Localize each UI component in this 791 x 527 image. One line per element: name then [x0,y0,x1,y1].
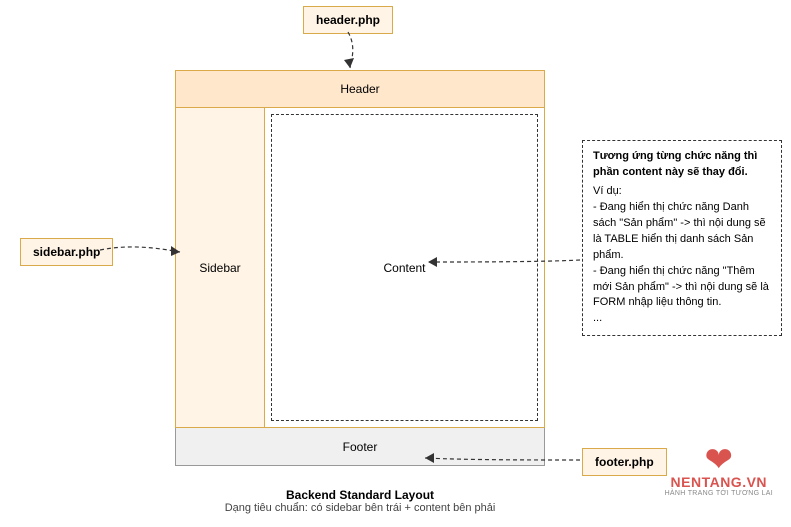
layout-footer-region: Footer [175,428,545,466]
layout-header-label: Header [340,82,379,96]
watermark-logo: ❤ NENTANG.VN HÀNH TRANG TỚI TƯƠNG LAI [665,443,773,497]
header-arrow [348,32,353,68]
note-line: - Đang hiển thị chức năng Danh sách "Sản… [593,200,771,264]
caption: Backend Standard Layout Dạng tiêu chuẩn:… [175,488,545,514]
label-footer-php: footer.php [582,448,667,476]
layout-diagram: Header Sidebar Content Footer [175,70,545,480]
label-header-php: header.php [303,6,393,34]
logo-sub: HÀNH TRANG TỚI TƯƠNG LAI [665,490,773,497]
header-arrow-head [344,58,354,68]
note-title: Tương ứng từng chức năng thì phần conten… [593,149,771,181]
label-text: header.php [316,13,380,27]
layout-mid-row: Sidebar Content [175,108,545,428]
layout-header-region: Header [175,70,545,108]
logo-brand: NENTANG.VN [665,474,773,490]
note-line: Ví dụ: [593,184,771,200]
note-line: ... [593,311,771,327]
layout-footer-label: Footer [343,440,378,454]
caption-subtitle: Dạng tiêu chuẩn: có sidebar bên trái + c… [175,502,545,514]
caption-title: Backend Standard Layout [175,488,545,502]
layout-content-wrap: Content [265,108,545,428]
content-note-box: Tương ứng từng chức năng thì phần conten… [582,140,782,336]
label-text: footer.php [595,455,654,469]
layout-content-label: Content [383,261,425,275]
label-text: sidebar.php [33,245,100,259]
layout-sidebar-region: Sidebar [175,108,265,428]
layout-sidebar-label: Sidebar [199,261,240,275]
heart-icon: ❤ [665,443,773,477]
label-sidebar-php: sidebar.php [20,238,113,266]
layout-content-region: Content [271,114,538,421]
note-line: - Đang hiển thị chức năng "Thêm mới Sản … [593,264,771,312]
